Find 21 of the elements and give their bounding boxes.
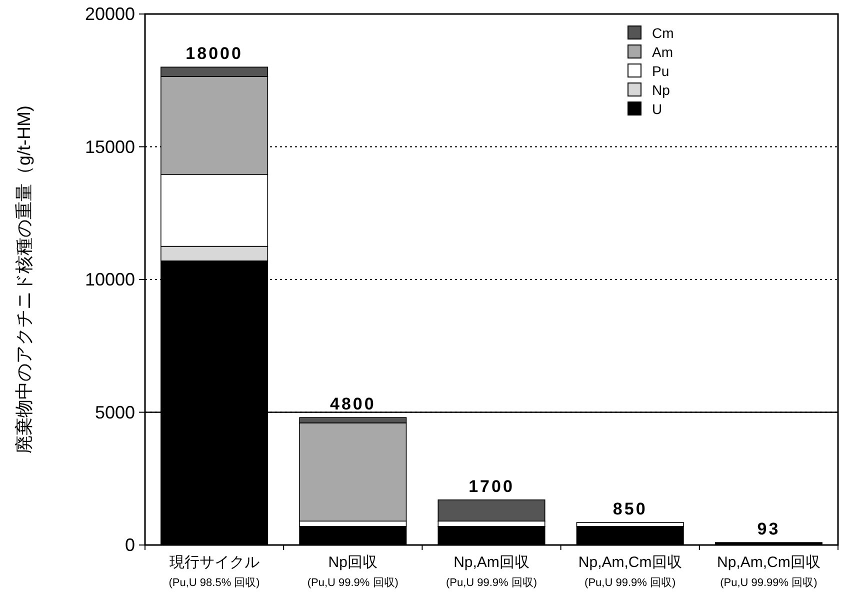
total-label: 850	[612, 499, 648, 518]
x-tick-label: Np回収 (Pu,U 99.9% 回収)	[307, 554, 398, 589]
y-tick-label: 0	[124, 535, 135, 555]
total-label: 18000	[186, 44, 243, 64]
total-label: 1700	[468, 476, 514, 496]
legend-label: Am	[652, 44, 673, 60]
x-tick-label: Np,Am回収 (Pu,U 99.9% 回収)	[446, 554, 538, 589]
y-tick-label: 5000	[94, 402, 135, 422]
legend-label: U	[652, 101, 662, 117]
legend-label: Np	[652, 82, 670, 98]
x-tick-label: Np,Am,Cm回収 (Pu,U 99.9% 回収)	[578, 554, 682, 589]
x-tick-label: 現行サイクル (Pu,U 98.5% 回収)	[168, 554, 260, 589]
y-tick-label: 10000	[84, 270, 135, 290]
legend-label: Pu	[652, 63, 670, 79]
total-label: 93	[757, 520, 780, 539]
legend-label: Cm	[652, 25, 674, 41]
y-tick-label: 15000	[84, 136, 135, 157]
y-axis-title: 廃棄物中のアクチニド核種の重量（g/t-HM)	[14, 106, 34, 454]
total-label: 4800	[330, 394, 376, 414]
y-tick-label: 20000	[84, 4, 135, 24]
x-tick-label: Np,Am,Cm回収 (Pu,U 99.99% 回収)	[717, 554, 820, 589]
